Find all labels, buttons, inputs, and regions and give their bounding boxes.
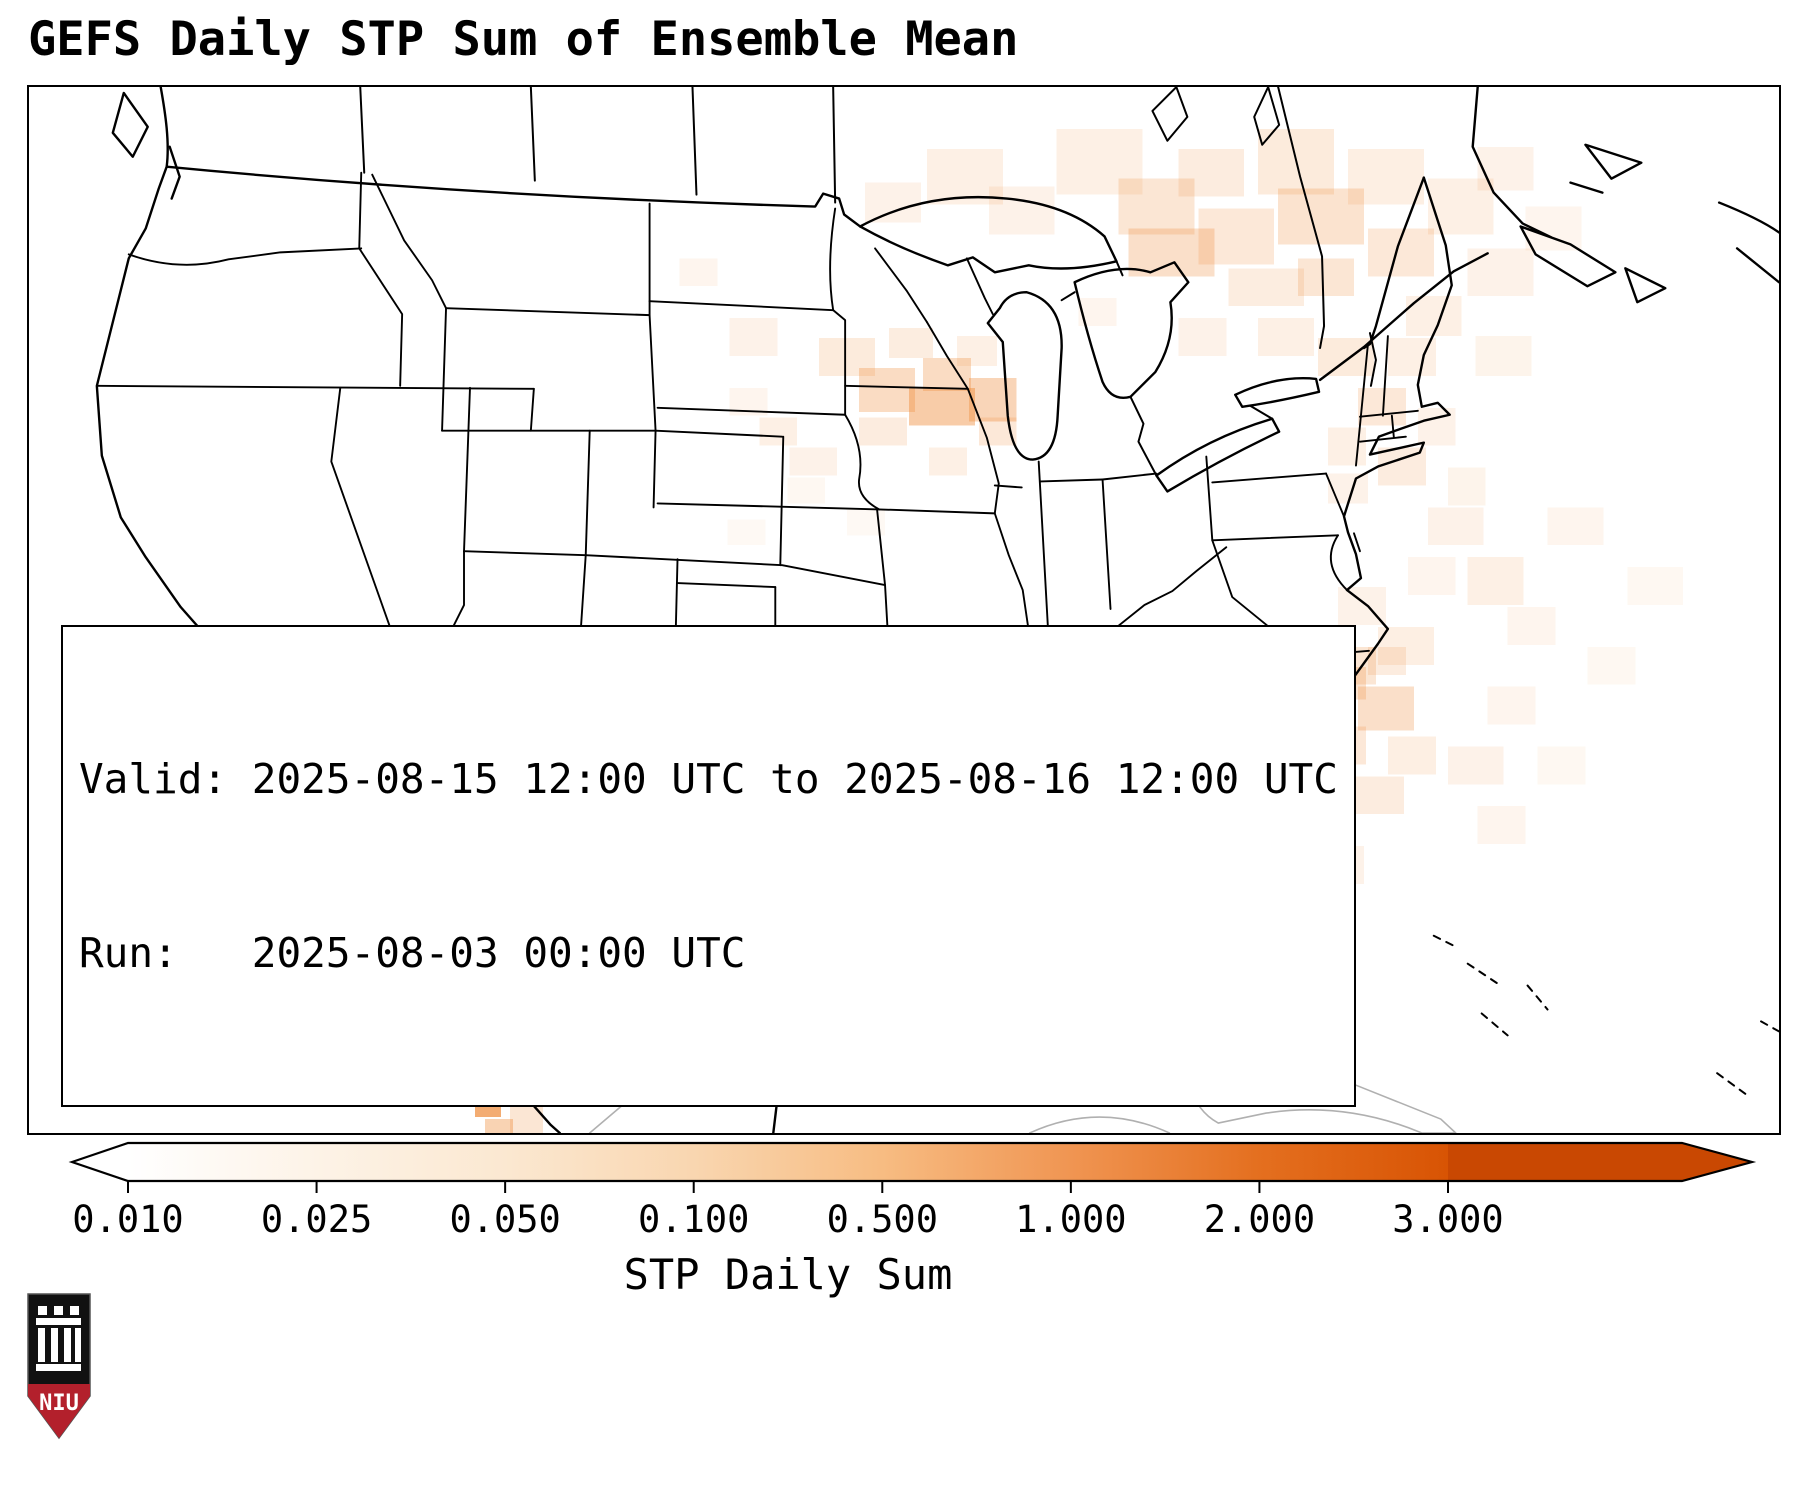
canada-province-lines (359, 87, 1326, 349)
colorbar-tick-label: 2.000 (1203, 1198, 1316, 1241)
colorbar-label: STP Daily Sum (623, 1250, 953, 1299)
colorbar-tick-label: 0.500 (826, 1198, 938, 1241)
colorbar-tick-label: 1.000 (1015, 1198, 1127, 1241)
niu-castle-glyph (36, 1306, 81, 1371)
colorbar-over-arrow (1682, 1143, 1752, 1181)
lake-ontario (1234, 377, 1321, 408)
colorbar-over-band (1448, 1143, 1682, 1181)
canada-border (165, 165, 862, 228)
colorbar-tick-label: 0.010 (72, 1198, 184, 1241)
colorbar-ticks (127, 1181, 1449, 1193)
colorbar-under-arrow (72, 1143, 128, 1181)
lake-erie (1155, 417, 1281, 493)
canadian-lakes (1151, 87, 1281, 146)
niu-shield-icon: NIU (27, 1293, 91, 1440)
map-frame: Valid: 2025-08-15 12:00 UTC to 2025-08-1… (27, 85, 1781, 1135)
niu-logo-text: NIU (39, 1391, 79, 1416)
run-line: Run: 2025-08-03 00:00 UTC (79, 929, 746, 978)
colorbar-gradient-bar (128, 1143, 1448, 1181)
pacific-coast (95, 87, 282, 711)
colorbar-tick-labels: 0.010 0.025 0.050 0.100 0.500 1.000 2.000 3.000 (0, 1198, 1803, 1244)
st-lawrence-river (1318, 252, 1489, 382)
niu-logo: NIU (26, 1292, 92, 1442)
lake-champlain (1368, 332, 1377, 387)
colorbar-tick-label: 0.025 (260, 1198, 373, 1241)
colorbar-tick-label: 0.050 (449, 1198, 561, 1241)
lake-huron (1073, 261, 1190, 399)
colorbar-tick-label: 0.100 (638, 1198, 750, 1241)
chart-title: GEFS Daily STP Sum of Ensemble Mean (28, 12, 1019, 67)
maritimes-coast (1471, 87, 1779, 304)
vancouver-island (111, 91, 181, 200)
validity-info-box: Valid: 2025-08-15 12:00 UTC to 2025-08-1… (61, 625, 1356, 1107)
lake-superior (858, 195, 1118, 274)
colorbar-tick-label: 3.000 (1392, 1198, 1504, 1241)
valid-line: Valid: 2025-08-15 12:00 UTC to 2025-08-1… (79, 754, 1338, 803)
colorbar (68, 1141, 1757, 1193)
lake-connectors (1060, 260, 1274, 477)
island-dashes (1243, 934, 1779, 1097)
lake-michigan (986, 291, 1063, 461)
yucatan-coast (1028, 1116, 1171, 1133)
